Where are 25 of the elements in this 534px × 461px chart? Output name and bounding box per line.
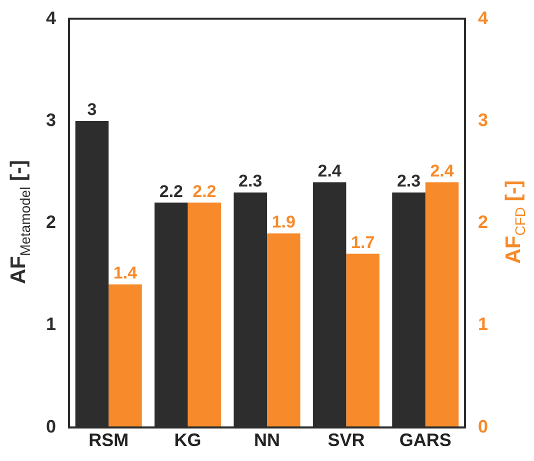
y-tick-label: 0 [46, 416, 56, 436]
data-label: 2.3 [238, 172, 262, 191]
y2-tick-label: 3 [478, 110, 488, 130]
y-tick-label: 4 [46, 8, 56, 28]
y2-tick-label: 4 [478, 8, 488, 28]
x-tick-label: SVR [328, 430, 365, 450]
x-tick-label: KG [174, 430, 202, 450]
data-label: 2.2 [192, 182, 216, 201]
data-label: 2.3 [396, 172, 421, 191]
y2-tick-label: 1 [478, 314, 488, 334]
data-label: 2.2 [159, 182, 183, 201]
y-tick-label: 1 [46, 314, 56, 334]
x-tick-label: NN [254, 430, 280, 450]
x-tick-label: RSM [88, 430, 129, 450]
data-label: 2.4 [430, 161, 454, 180]
data-label: 1.7 [351, 232, 375, 252]
y2-tick-label: 2 [478, 212, 488, 232]
data-label: 1.9 [272, 212, 296, 232]
data-label: 2.4 [318, 161, 342, 180]
data-label: 3 [87, 100, 97, 120]
y-tick-label: 2 [46, 212, 56, 232]
data-label: 1.4 [113, 264, 138, 283]
y-tick-label: 3 [46, 110, 56, 130]
y2-tick-label: 0 [478, 416, 488, 436]
x-tick-label: GARS [399, 430, 452, 450]
